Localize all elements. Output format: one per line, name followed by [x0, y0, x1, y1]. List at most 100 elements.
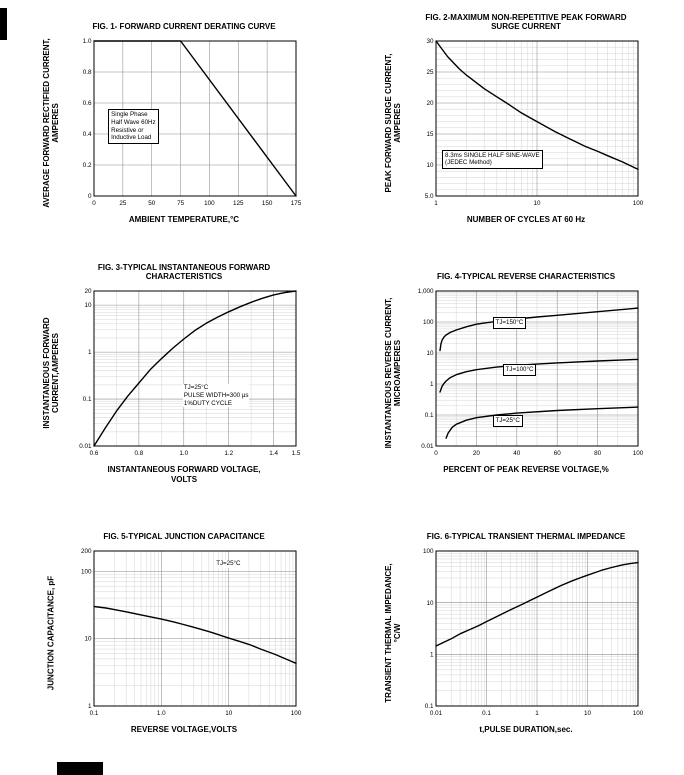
plot-border [93, 550, 297, 707]
x-tick-label: 1.5 [292, 450, 301, 457]
chart-canvas-fig2: 1 10 100 5.0 10 15 20 25 30 [425, 38, 644, 207]
y-tick-label: 10 [84, 302, 92, 309]
figure-2-ylabel-wrap: PEAK FORWARD SURGE CURRENT, AMPERES [380, 34, 406, 212]
figure-3-x-axis-label: INSTANTANEOUS FORWARD VOLTAGE, VOLTS [107, 465, 261, 484]
chart-canvas-fig4: 0 20 40 60 80 100 0.01 0.1 1 10 100 1,000 [418, 288, 644, 457]
x-tick-label: 25 [119, 200, 127, 207]
plot-border [435, 550, 639, 707]
figure-2-x-axis-label: NUMBER OF CYCLES AT 60 Hz [466, 215, 586, 224]
y-tick-label: 200 [81, 548, 92, 555]
curve-tj-100c [439, 358, 639, 393]
figure-5-ylabel-wrap: JUNCTION CAPACITANCE, pF [38, 544, 64, 722]
figure-5-body: JUNCTION CAPACITANCE, pF 0.1 1.0 10 100 1 10 1… [38, 544, 304, 722]
curve-tj-150c [439, 307, 639, 352]
x-tick-label: 1.0 [179, 450, 188, 457]
y-tick-label: 100 [423, 548, 434, 555]
figure-5-junction-capacitance: FIG. 5-TYPICAL JUNCTION CAPACITANCE JUNC… [0, 522, 342, 766]
y-tick-label: 0.8 [83, 69, 92, 76]
y-tick-label: 0.4 [83, 131, 92, 138]
x-tick-label: 1.2 [224, 450, 233, 457]
figure-2-peak-surge-current: FIG. 2-MAXIMUM NON-REPETITIVE PEAK FORWA… [342, 12, 684, 262]
figure-4-y-axis-label: INSTANTANEOUS REVERSE CURRENT, MICROAMPE… [383, 297, 402, 449]
figure-6-y-axis-label: TRANSIENT THERMAL IMPEDANCE, °C/W [383, 563, 402, 703]
x-tick-label: 100 [633, 200, 644, 207]
curve-tj-25c [445, 406, 639, 439]
x-tick-label: 0.6 [90, 450, 99, 457]
figure-2-y-axis-label: PEAK FORWARD SURGE CURRENT, AMPERES [383, 53, 402, 193]
x-tick-label: 100 [633, 710, 644, 717]
x-tick-label: 100 [204, 200, 215, 207]
plot-border [93, 290, 297, 447]
x-tick-label: 0.01 [430, 710, 443, 717]
y-tick-label: 1 [88, 703, 92, 710]
figure-3-forward-characteristics: FIG. 3-TYPICAL INSTANTANEOUS FORWARD CHA… [0, 262, 342, 522]
figure-4-title: FIG. 4-TYPICAL REVERSE CHARACTERISTICS [436, 272, 616, 282]
y-tick-label: 5.0 [425, 193, 434, 200]
chart-canvas-fig3: 0.6 0.8 1.0 1.2 1.4 1.5 0.01 0.1 1 10 20 [79, 288, 301, 457]
figure-4-body: INSTANTANEOUS REVERSE CURRENT, MICROAMPE… [380, 284, 646, 462]
chart-annotation: TJ=25°C PULSE WIDTH=300 μs 1%DUTY CYCLE [182, 384, 250, 408]
plot-border [435, 290, 639, 447]
y-tick-label: 0.1 [425, 412, 434, 419]
x-tick-label: 100 [633, 450, 644, 457]
x-tick-label: 0 [434, 450, 438, 457]
x-tick-label: 150 [262, 200, 273, 207]
figure-2-title: FIG. 2-MAXIMUM NON-REPETITIVE PEAK FORWA… [425, 12, 627, 32]
y-tick-label: 100 [423, 319, 434, 326]
figure-5-x-axis-label: REVERSE VOLTAGE,VOLTS [130, 725, 238, 734]
x-tick-label: 1.0 [157, 710, 166, 717]
figure-4-ylabel-wrap: INSTANTANEOUS REVERSE CURRENT, MICROAMPE… [380, 284, 406, 462]
figure-5-plot-area: 0.1 1.0 10 100 1 10 100 200 TJ=25°C [64, 544, 304, 722]
x-tick-label: 60 [554, 450, 562, 457]
y-tick-label: 0.01 [421, 443, 434, 450]
figure-3-body: INSTANTANEOUS FORWARD CURRENT,AMPERES 0.… [38, 284, 304, 462]
chart-annotation: 8.3ms SINGLE HALF SINE-WAVE (JEDEC Method… [442, 149, 543, 169]
x-tick-label: 0.1 [482, 710, 491, 717]
x-tick-label: 1 [535, 710, 539, 717]
curve-thermal-impedance [435, 561, 639, 647]
figure-2-plot-area: 1 10 100 5.0 10 15 20 25 30 8.3ms SINGLE HALF SIN… [406, 34, 646, 212]
x-tick-label: 175 [291, 200, 302, 207]
x-tick-label: 100 [291, 710, 302, 717]
figure-3-plot-area: 0.6 0.8 1.0 1.2 1.4 1.5 0.01 0.1 1 10 20 TJ=25°C PUL… [64, 284, 304, 462]
figure-1-title: FIG. 1- FORWARD CURRENT DERATING CURVE [92, 22, 276, 32]
chart-annotation: Single Phase Half Wave 60Hz Resistive or In… [108, 109, 159, 145]
figure-5-title: FIG. 5-TYPICAL JUNCTION CAPACITANCE [103, 532, 265, 542]
plot-border [435, 40, 639, 197]
x-tick-label: 75 [177, 200, 185, 207]
figure-1-x-axis-label: AMBIENT TEMPERATURE,°C [128, 215, 240, 224]
y-tick-label: 100 [81, 568, 92, 575]
figure-1-ylabel-wrap: AVERAGE FORWARD RECTIFIED CURRENT, AMPER… [38, 34, 64, 212]
figure-4-plot-area: 0 20 40 60 80 100 0.01 0.1 1 10 100 1,000 TJ=150°C TJ… [406, 284, 646, 462]
print-artifact-bottom-left [57, 762, 103, 775]
x-tick-label: 50 [148, 200, 156, 207]
x-tick-label: 1.4 [269, 450, 278, 457]
y-tick-label: 1 [430, 381, 434, 388]
chart-annotation: TJ=25°C [492, 415, 523, 427]
curve-surge-current [435, 40, 639, 171]
figure-2-body: PEAK FORWARD SURGE CURRENT, AMPERES 1 10 1… [380, 34, 646, 212]
y-tick-label: 15 [426, 131, 434, 138]
y-tick-label: 0.01 [79, 443, 92, 450]
chart-canvas-fig5: 0.1 1.0 10 100 1 10 100 200 [81, 548, 302, 717]
x-tick-label: 10 [584, 710, 592, 717]
x-tick-label: 0.1 [90, 710, 99, 717]
print-artifact-top-left [0, 8, 7, 40]
figure-6-ylabel-wrap: TRANSIENT THERMAL IMPEDANCE, °C/W [380, 544, 406, 722]
y-tick-label: 1 [430, 651, 434, 658]
curve-junction-capacitance [93, 605, 297, 665]
figure-6-x-axis-label: t,PULSE DURATION,sec. [479, 725, 573, 734]
y-tick-label: 10 [426, 162, 434, 169]
figure-4-reverse-characteristics: FIG. 4-TYPICAL REVERSE CHARACTERISTICS I… [342, 262, 684, 522]
x-tick-label: 80 [594, 450, 602, 457]
figure-1-body: AVERAGE FORWARD RECTIFIED CURRENT, AMPER… [38, 34, 304, 212]
curve-forward-characteristic [93, 290, 297, 447]
chart-annotation: TJ=150°C [492, 317, 527, 330]
x-tick-label: 0 [92, 200, 96, 207]
plot-border [93, 40, 297, 197]
figure-3-ylabel-wrap: INSTANTANEOUS FORWARD CURRENT,AMPERES [38, 284, 64, 462]
chart-annotation: TJ=100°C [502, 363, 537, 376]
y-tick-label: 0.2 [83, 162, 92, 169]
y-tick-label: 0.1 [425, 703, 434, 710]
